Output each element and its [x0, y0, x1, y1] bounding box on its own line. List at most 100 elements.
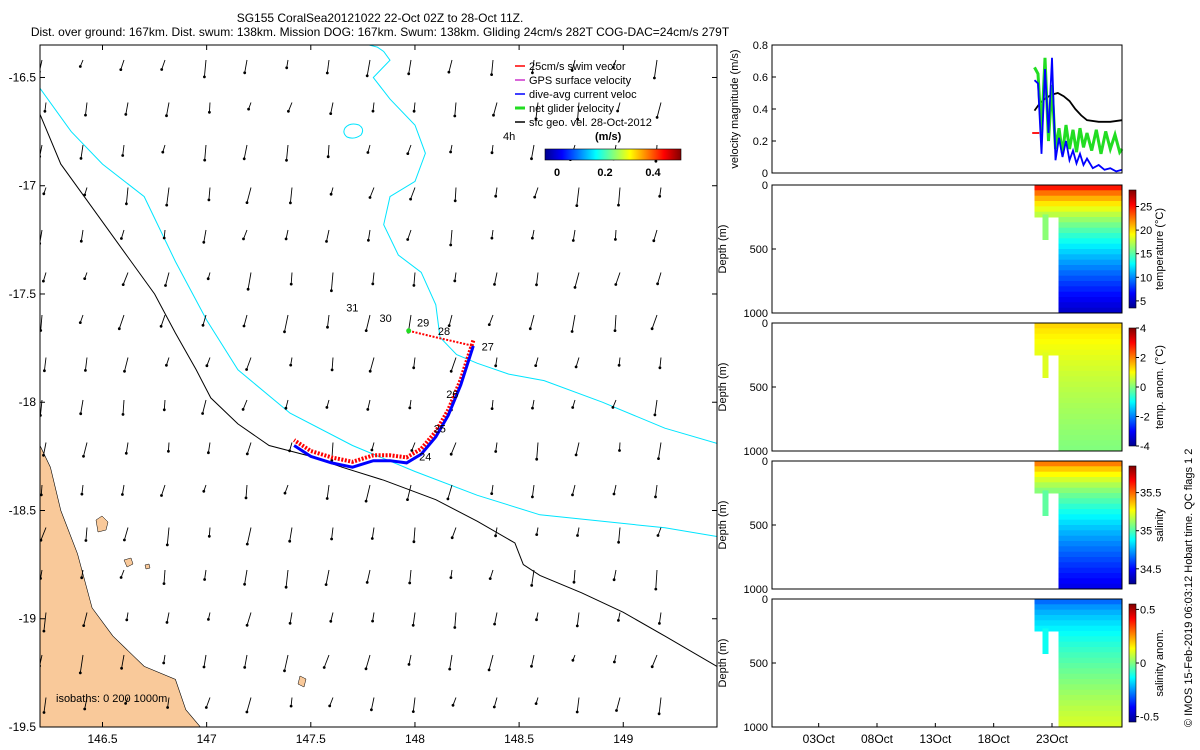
velocity-arrow: [40, 569, 43, 579]
section-cell: [1058, 716, 1122, 723]
velocity-arrowhead: [326, 325, 329, 329]
velocity-arrow: [120, 59, 125, 70]
velocity-arrowhead: [124, 113, 128, 116]
velocity-arrow: [447, 484, 453, 500]
velocity-arrow: [327, 144, 330, 157]
velocity-arrowhead: [406, 152, 410, 156]
velocity-arrow: [125, 187, 129, 204]
section-cell: [1034, 328, 1122, 335]
velocity-arrowhead: [650, 665, 654, 669]
velocity-arrowhead: [124, 702, 127, 705]
velocity-arrow: [81, 484, 84, 495]
map-ytick-label: -18: [19, 395, 37, 409]
velocity-arrowhead: [412, 540, 416, 544]
velocity-arrowhead: [242, 157, 246, 161]
section-cell: [1058, 721, 1122, 728]
velocity-arrowhead: [408, 406, 412, 410]
day-label: 26: [446, 389, 458, 401]
velocity-arrow: [653, 59, 658, 79]
velocity-arrow: [40, 654, 43, 667]
section-cell: [1058, 673, 1122, 680]
velocity-arrowhead: [571, 658, 575, 662]
section-cell: [1058, 684, 1122, 691]
velocity-arrowhead: [611, 65, 615, 69]
velocity-arrowhead: [288, 539, 292, 543]
velocity-arrowhead: [618, 449, 621, 452]
velocity-arrowhead: [411, 623, 415, 627]
velocity-arrow: [167, 697, 170, 708]
section-cell: [1058, 551, 1122, 558]
velocity-arrow: [412, 697, 416, 712]
velocity-arrow: [163, 399, 166, 410]
velocity-arrow: [167, 442, 170, 452]
velocity-arrowhead: [368, 196, 372, 199]
velocity-arrow: [243, 144, 248, 159]
velocity-arrowhead: [412, 109, 416, 113]
velocity-arrow: [330, 102, 334, 114]
section-cell: [1058, 281, 1122, 287]
velocity-arrowhead: [242, 324, 246, 328]
velocity-arrowhead: [571, 406, 575, 409]
velocity-arrow: [450, 442, 457, 455]
velocity-arrow: [451, 527, 457, 538]
section-ytick-label: 0: [762, 456, 768, 468]
section-cell: [1034, 333, 1122, 340]
velocity-arrow: [454, 272, 457, 281]
velocity-arrow: [284, 654, 289, 671]
velocity-arrowhead: [409, 197, 412, 201]
colorbar-tick-label: 0.5: [1140, 604, 1155, 616]
velocity-arrowhead: [243, 71, 247, 75]
velocity-arrow: [83, 612, 88, 626]
velocity-arrow: [409, 569, 412, 584]
velocity-arrow: [658, 697, 662, 714]
time-tick-label: 18Oct: [978, 732, 1011, 746]
island: [95, 515, 109, 533]
section-cell: [1058, 562, 1122, 569]
velocity-arrow: [450, 229, 453, 246]
velocity-arrow: [125, 102, 129, 115]
velocity-arrowhead: [490, 151, 494, 155]
velocity-arrowhead: [447, 324, 451, 327]
section-cell: [1034, 349, 1122, 356]
section-cell: [1058, 243, 1122, 250]
section-cell: [1058, 403, 1122, 409]
velocity-arrow: [367, 229, 371, 241]
velocity-arrow: [449, 654, 453, 670]
velocity-arrow: [613, 569, 617, 580]
velocity-arrowhead: [324, 583, 328, 586]
velocity-arrow: [122, 399, 125, 415]
velocity-arrowhead: [284, 237, 288, 241]
velocity-arrow: [290, 272, 293, 285]
velocity-arrowhead: [494, 534, 497, 538]
velocity-arrow: [491, 59, 494, 75]
colorbar-tick-label: 35.5: [1140, 488, 1161, 500]
day-label: 30: [380, 313, 392, 325]
section-cell: [1058, 233, 1122, 239]
velocity-arrow: [80, 144, 84, 159]
velocity-arrowhead: [406, 498, 409, 501]
velocity-arrow: [617, 102, 621, 112]
velocity-arrowhead: [243, 582, 247, 586]
section-colorbar-label: salinity: [1154, 508, 1166, 542]
velocity-arrowhead: [492, 113, 495, 117]
velocity-arrowhead: [164, 284, 167, 287]
velocity-arrow: [40, 314, 43, 331]
velocity-arrowhead: [534, 364, 538, 367]
section-cell: [1042, 628, 1049, 654]
velocity-arrow: [493, 697, 498, 708]
velocity-arrow: [413, 527, 416, 542]
velocity-arrow: [285, 399, 289, 409]
velocity-arrow: [488, 314, 494, 325]
velocity-arrowhead: [615, 709, 618, 712]
velocity-arrowhead: [658, 622, 661, 625]
velocity-arrow: [657, 272, 662, 284]
section-cell: [1058, 413, 1122, 420]
section-panel-salinity: 0 500 1000 Depth (m) 34.5 35 35.5 salinity: [717, 456, 1166, 596]
velocity-arrow: [370, 697, 375, 710]
velocity-arrow: [495, 527, 498, 536]
section-cell: [1058, 355, 1122, 361]
section-cell: [1058, 217, 1122, 223]
velocity-arrowhead: [283, 330, 286, 334]
velocity-arrowhead: [612, 492, 616, 496]
velocity-arrowhead: [167, 449, 170, 453]
